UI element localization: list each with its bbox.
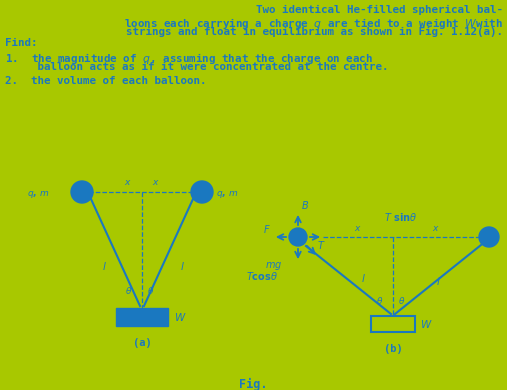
- Text: $\it{l}$: $\it{l}$: [436, 275, 441, 287]
- Text: $\it{q}$, $\it{m}$: $\it{q}$, $\it{m}$: [26, 188, 49, 200]
- Text: $\it{\theta}$: $\it{\theta}$: [148, 284, 155, 296]
- Text: $\it{T}$: $\it{T}$: [317, 239, 325, 251]
- Text: $\it{l}$: $\it{l}$: [179, 260, 185, 272]
- Circle shape: [479, 227, 499, 247]
- Text: $\it{q}$, $\it{m}$: $\it{q}$, $\it{m}$: [216, 188, 238, 200]
- Text: $\it{x}$: $\it{x}$: [432, 224, 440, 233]
- Text: Fig.: Fig.: [239, 378, 267, 390]
- Bar: [116, 308, 168, 326]
- Circle shape: [71, 181, 93, 203]
- Circle shape: [289, 228, 307, 246]
- Text: Two identical He-filled spherical bal-: Two identical He-filled spherical bal-: [256, 5, 503, 15]
- Text: $\it{x}$: $\it{x}$: [152, 178, 160, 187]
- Text: strings and float in equilibrium as shown in Fig. 1.12(a).: strings and float in equilibrium as show…: [126, 27, 503, 37]
- Text: $\it{T}$ sin$\it{\theta}$: $\it{T}$ sin$\it{\theta}$: [384, 211, 418, 223]
- Text: $\it{l}$: $\it{l}$: [360, 272, 366, 284]
- Text: $\it{l}$: $\it{l}$: [101, 260, 106, 272]
- Text: $\it{mg}$: $\it{mg}$: [265, 260, 282, 272]
- Text: $\it{W}$: $\it{W}$: [174, 311, 187, 323]
- Text: $\it{B}$: $\it{B}$: [301, 199, 309, 211]
- Text: 2.  the volume of each balloon.: 2. the volume of each balloon.: [5, 76, 206, 86]
- Text: loons each carrying a charge $\it{q}$ are tied to a weight $\it{W}$with: loons each carrying a charge $\it{q}$ ar…: [124, 16, 503, 31]
- Text: $\it{\theta}$: $\it{\theta}$: [125, 284, 133, 296]
- Text: Find:: Find:: [5, 38, 38, 48]
- Circle shape: [191, 181, 213, 203]
- Text: (b): (b): [384, 344, 403, 354]
- Text: $\it{W}$: $\it{W}$: [420, 318, 432, 330]
- Text: $\it{\theta}$: $\it{\theta}$: [376, 294, 384, 305]
- Bar: [371, 316, 415, 332]
- Text: balloon acts as if it were concentrated at the centre.: balloon acts as if it were concentrated …: [5, 62, 388, 72]
- Text: $\it{x}$: $\it{x}$: [354, 224, 362, 233]
- Text: $\it{x}$: $\it{x}$: [124, 178, 132, 187]
- Text: (a): (a): [133, 338, 152, 348]
- Text: 1.  the magnitude of $\it{q}$, assuming that the charge on each: 1. the magnitude of $\it{q}$, assuming t…: [5, 51, 373, 66]
- Text: $\it{F}$: $\it{F}$: [263, 223, 271, 235]
- Text: $\it{\theta}$: $\it{\theta}$: [399, 294, 406, 305]
- Text: $\it{T}$cos$\it{\theta}$: $\it{T}$cos$\it{\theta}$: [246, 270, 278, 282]
